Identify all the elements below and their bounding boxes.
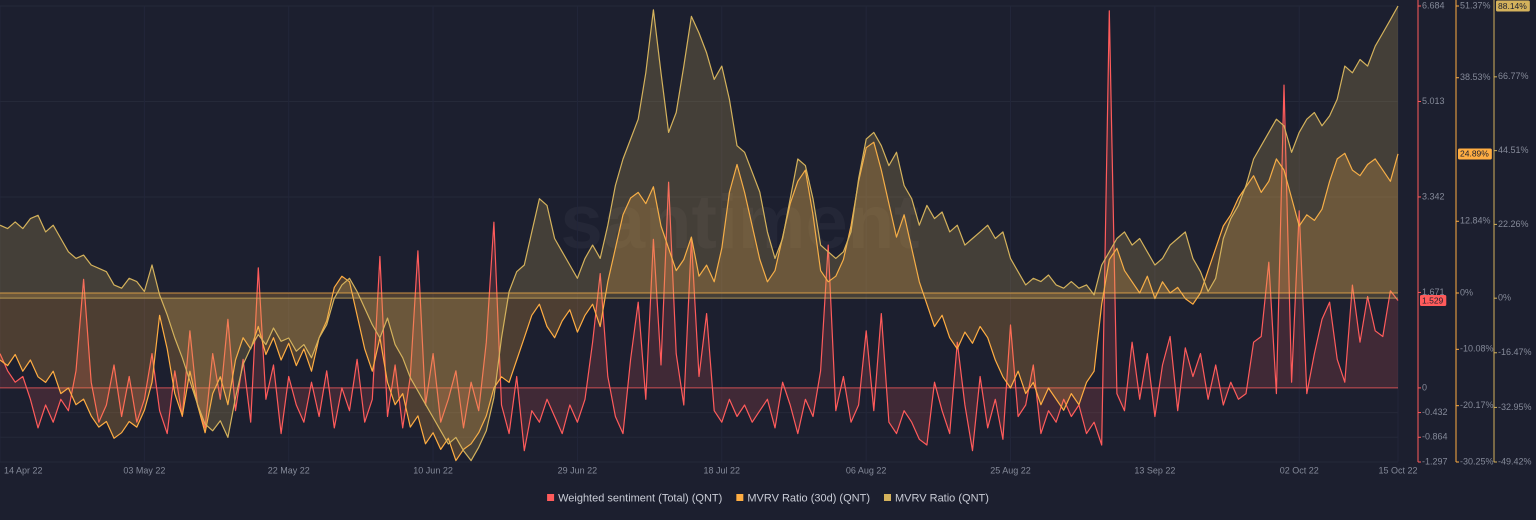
legend-swatch <box>736 494 744 501</box>
y-tick-label: 5.013 <box>1422 96 1445 106</box>
x-tick-label: 25 Aug 22 <box>990 465 1031 475</box>
current-value-badge: 24.89% <box>1458 148 1492 160</box>
y-tick-label: -20.17% <box>1460 400 1494 410</box>
x-tick-label: 22 May 22 <box>268 465 310 475</box>
y-tick-label: -0.864 <box>1422 432 1448 442</box>
area-fill <box>0 142 1398 461</box>
badge-box <box>1420 295 1447 307</box>
y-tick-label: 22.26% <box>1498 219 1529 229</box>
current-value-badge: 1.529 <box>1420 295 1447 307</box>
legend: Weighted sentiment (Total) (QNT) MVRV Rat… <box>547 492 989 504</box>
badge-label: 1.529 <box>1422 295 1444 305</box>
badge-label: 88.14% <box>1498 1 1527 11</box>
y-tick-label: -49.42% <box>1498 456 1532 466</box>
x-tick-label: 03 May 22 <box>123 465 165 475</box>
y-tick-label: 0% <box>1498 293 1511 303</box>
x-tick-label: 06 Aug 22 <box>846 465 887 475</box>
y-tick-label: -16.47% <box>1498 347 1532 357</box>
legend-label: Weighted sentiment (Total) (QNT) <box>558 492 722 504</box>
area-fill <box>0 6 1398 461</box>
y-tick-label: 3.342 <box>1422 191 1445 201</box>
x-tick-label: 15 Oct 22 <box>1378 465 1417 475</box>
current-value-badge: 88.14% <box>1496 0 1530 12</box>
legend-swatch <box>883 494 891 501</box>
y-tick-label: -0.432 <box>1422 407 1448 417</box>
y-tick-label: 51.37% <box>1460 0 1491 10</box>
y-tick-label: -32.95% <box>1498 402 1532 412</box>
badge-box <box>1496 0 1530 12</box>
series-line <box>0 10 1399 452</box>
y-tick-label: 1.671 <box>1422 287 1445 297</box>
series-line <box>0 5 1399 462</box>
y-tick-label: -30.25% <box>1460 456 1494 466</box>
y-tick-label: 44.51% <box>1498 145 1529 155</box>
badge-box <box>1458 148 1492 160</box>
y-tick-label: 12.84% <box>1460 216 1491 226</box>
x-tick-label: 13 Sep 22 <box>1134 465 1175 475</box>
x-tick-label: 10 Jun 22 <box>413 465 453 475</box>
x-tick-label: 29 Jun 22 <box>558 465 598 475</box>
y-tick-label: 0 <box>1422 382 1427 392</box>
legend-label: MVRV Ratio (30d) (QNT) <box>747 492 870 504</box>
x-tick-label: 02 Oct 22 <box>1280 465 1319 475</box>
y-tick-label: 66.77% <box>1498 71 1529 81</box>
y-tick-label: 38.53% <box>1460 72 1491 82</box>
x-tick-label: 18 Jul 22 <box>704 465 741 475</box>
x-tick-label: 14 Apr 22 <box>4 465 43 475</box>
series-line <box>0 141 1399 462</box>
legend-swatch <box>547 494 555 501</box>
legend-label: MVRV Ratio (QNT) <box>895 492 989 504</box>
area-fill <box>0 10 1398 451</box>
y-tick-label: -10.08% <box>1460 344 1494 354</box>
badge-label: 24.89% <box>1460 149 1489 159</box>
y-tick-label: 0% <box>1460 287 1473 297</box>
y-tick-label: 6.684 <box>1422 0 1445 10</box>
y-tick-label: -1.297 <box>1422 456 1448 466</box>
